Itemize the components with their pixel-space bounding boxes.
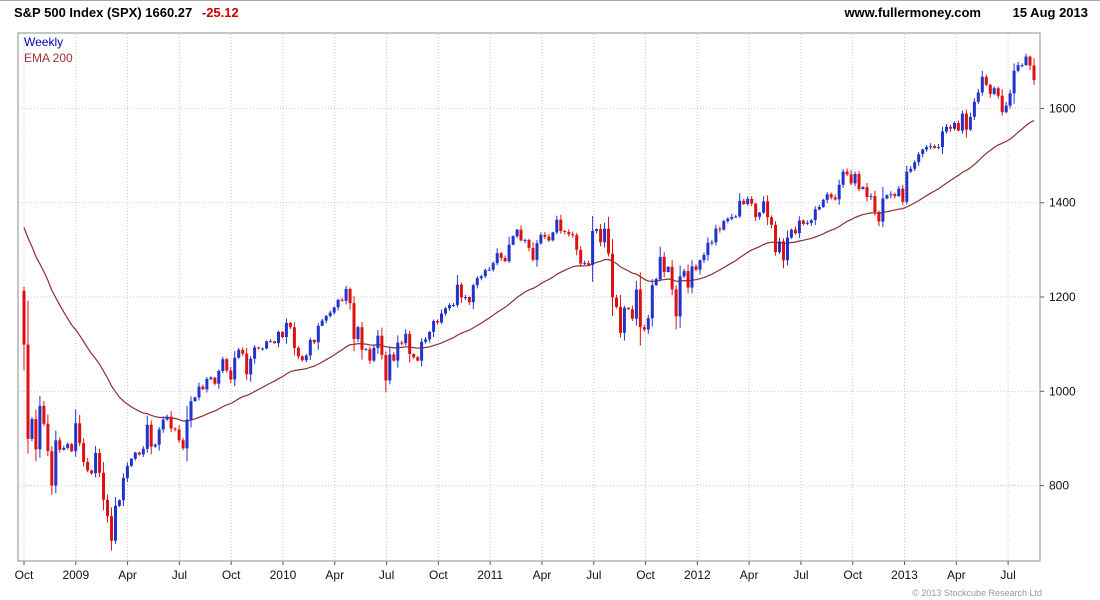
chart-header: S&P 500 Index (SPX) 1660.27 -25.12 www.f…	[0, 1, 1100, 27]
price-change: -25.12	[201, 5, 239, 20]
chart-title: S&P 500 Index (SPX) 1660.27 -25.12	[14, 5, 239, 20]
svg-text:2011: 2011	[477, 568, 503, 582]
svg-text:Oct: Oct	[429, 568, 448, 582]
source-info: www.fullermoney.com 15 Aug 2013	[844, 5, 1088, 20]
svg-text:Jul: Jul	[1000, 568, 1015, 582]
svg-text:Jul: Jul	[586, 568, 601, 582]
svg-text:Oct: Oct	[636, 568, 655, 582]
svg-text:2010: 2010	[270, 568, 297, 582]
svg-text:Apr: Apr	[325, 568, 344, 582]
svg-text:Oct: Oct	[222, 568, 241, 582]
svg-text:Oct: Oct	[843, 568, 862, 582]
svg-text:Apr: Apr	[118, 568, 137, 582]
svg-text:1600: 1600	[1049, 101, 1076, 115]
svg-text:Jul: Jul	[172, 568, 187, 582]
chart-date: 15 Aug 2013	[1012, 5, 1088, 20]
svg-text:Oct: Oct	[15, 568, 34, 582]
svg-text:2013: 2013	[891, 568, 918, 582]
svg-text:Jul: Jul	[379, 568, 394, 582]
svg-text:800: 800	[1049, 479, 1069, 493]
source-url: www.fullermoney.com	[844, 5, 981, 20]
svg-text:1200: 1200	[1049, 290, 1076, 304]
svg-text:Jul: Jul	[793, 568, 808, 582]
price-chart[interactable]: 800 1000 1200 1400 1600 Oct 2009 Apr Jul Oct 2010 A…	[0, 27, 1100, 583]
svg-text:Apr: Apr	[740, 568, 759, 582]
svg-text:1000: 1000	[1049, 384, 1076, 398]
svg-text:Apr: Apr	[533, 568, 552, 582]
copyright-notice: © 2013 Stockcube Research Ltd	[912, 588, 1042, 598]
svg-text:1400: 1400	[1049, 196, 1076, 210]
index-name-price: S&P 500 Index (SPX) 1660.27	[14, 5, 193, 20]
svg-text:Apr: Apr	[947, 568, 966, 582]
svg-text:2009: 2009	[62, 568, 89, 582]
chart-area: 800 1000 1200 1400 1600 Oct 2009 Apr Jul Oct 2010 A…	[0, 27, 1100, 588]
svg-text:2012: 2012	[684, 568, 711, 582]
